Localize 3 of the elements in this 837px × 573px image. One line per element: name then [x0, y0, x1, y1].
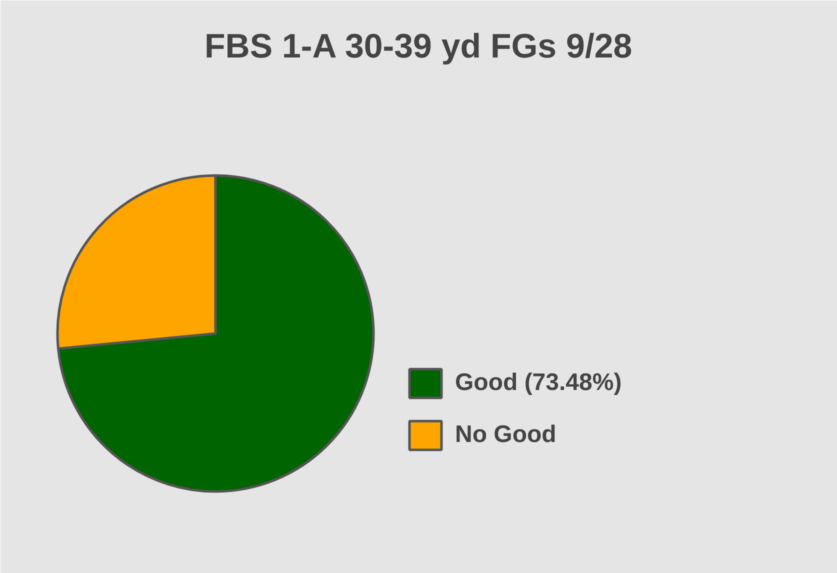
chart-title: FBS 1-A 30-39 yd FGs 9/28	[204, 28, 632, 66]
legend-label: No Good	[455, 420, 556, 450]
legend-label: Good (73.48%)	[455, 368, 622, 398]
